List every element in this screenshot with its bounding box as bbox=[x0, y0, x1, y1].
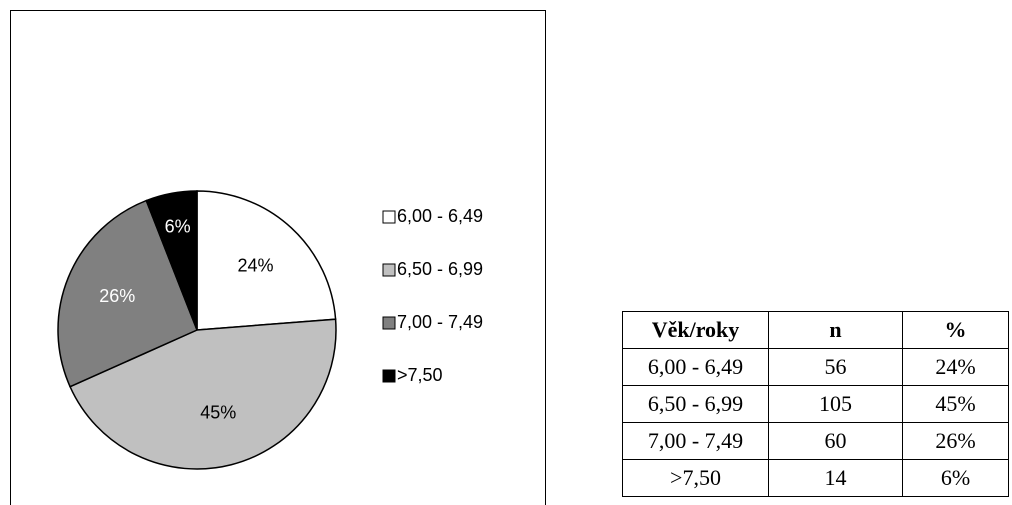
table-cell: 24% bbox=[902, 348, 1009, 386]
table-header: Věk/roky n % bbox=[622, 311, 1009, 349]
table-row: 7,00 - 7,49 60 26% bbox=[622, 422, 1009, 460]
legend-label: 6,00 - 6,49 bbox=[397, 206, 483, 226]
slice-label: 26% bbox=[99, 286, 135, 306]
table-cell: 6,50 - 6,99 bbox=[622, 385, 769, 423]
slice-label: 6% bbox=[165, 216, 191, 236]
pie-slice bbox=[69, 318, 337, 470]
legend-swatch bbox=[382, 369, 396, 383]
table-cell: 14 bbox=[768, 459, 903, 497]
table-cell: 7,00 - 7,49 bbox=[622, 422, 769, 460]
table-row: >7,50 14 6% bbox=[622, 459, 1009, 497]
legend-label: >7,50 bbox=[397, 365, 443, 385]
slice-label: 24% bbox=[238, 255, 274, 275]
table-cell: 60 bbox=[768, 422, 903, 460]
table-cell: 26% bbox=[902, 422, 1009, 460]
header-cell: Věk/roky bbox=[622, 311, 769, 349]
table-cell: 56 bbox=[768, 348, 903, 386]
table-cell: 45% bbox=[902, 385, 1009, 423]
legend-swatch bbox=[382, 263, 396, 277]
legend-label: 6,50 - 6,99 bbox=[397, 259, 483, 279]
pie-slice bbox=[196, 190, 337, 331]
legend-swatch bbox=[382, 210, 396, 224]
table-cell: 6% bbox=[902, 459, 1009, 497]
data-table: Věk/roky n % 6,00 - 6,49 56 24% 6,50 - 6,99… bbox=[622, 311, 1009, 497]
table-cell: 105 bbox=[768, 385, 903, 423]
legend-swatch bbox=[382, 316, 396, 330]
table-row: 6,50 - 6,99 105 45% bbox=[622, 385, 1009, 423]
table-cell: >7,50 bbox=[622, 459, 769, 497]
pie-slice bbox=[145, 190, 198, 331]
header-cell: n bbox=[768, 311, 903, 349]
table-cell: 6,00 - 6,49 bbox=[622, 348, 769, 386]
slice-label: 45% bbox=[200, 402, 236, 422]
table-row: 6,00 - 6,49 56 24% bbox=[622, 348, 1009, 386]
chart-frame bbox=[10, 10, 546, 505]
pie-slice bbox=[57, 199, 198, 388]
header-cell: % bbox=[902, 311, 1009, 349]
legend-label: 7,00 - 7,49 bbox=[397, 312, 483, 332]
